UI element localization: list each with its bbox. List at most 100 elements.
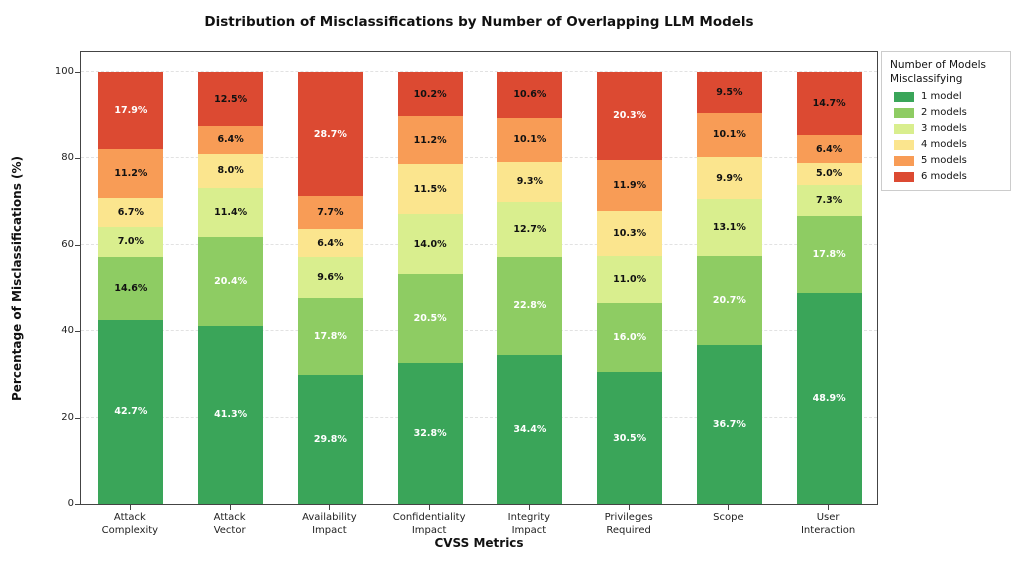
legend: Number of Models Misclassifying 1 model 2… — [881, 51, 1011, 192]
x-tick-label: Scope — [713, 512, 744, 523]
segment-label: 10.6% — [513, 89, 547, 101]
segment-label: 9.3% — [516, 176, 544, 188]
segment-label: 11.2% — [413, 134, 447, 146]
segment-label: 14.7% — [812, 98, 846, 110]
bar-segment: 30.5% — [597, 372, 663, 504]
legend-title: Number of Models Misclassifying — [890, 59, 1002, 86]
bar-segment: 7.0% — [98, 226, 164, 257]
x-tick-label: Attack Vector — [213, 512, 246, 536]
legend-entry: 5 models — [890, 155, 1002, 166]
segment-label: 9.9% — [716, 172, 743, 184]
bar-segment: 6.7% — [98, 197, 164, 227]
bar-segment: 20.7% — [696, 256, 762, 346]
legend-label: 6 models — [921, 171, 967, 183]
bar-segment: 11.2% — [397, 115, 463, 165]
y-tick-mark — [75, 417, 80, 419]
y-tick-label: 100 — [54, 66, 74, 77]
x-tick-mark — [429, 505, 431, 510]
plot-area: 42.7% 14.6% 7.0% 6.7% 11.2% 17.9% 41.3% 20.4% 11… — [80, 51, 878, 505]
legend-entry: 3 models — [890, 123, 1002, 134]
bar-scope: 36.7% 20.7% 13.1% 9.9% 10.1% 9.5% — [696, 72, 762, 504]
segment-label: 16.0% — [613, 332, 647, 344]
bar-segment: 11.9% — [597, 159, 663, 212]
bar-segment: 9.9% — [696, 156, 762, 200]
bar-segment: 32.8% — [397, 362, 463, 504]
segment-label: 14.0% — [413, 238, 447, 250]
bar-segment: 14.0% — [397, 213, 463, 275]
segment-label: 22.8% — [513, 300, 547, 312]
y-tick-label: 0 — [67, 498, 74, 509]
bar-segment: 36.7% — [696, 345, 762, 504]
segment-label: 7.0% — [117, 236, 145, 248]
segment-label: 34.4% — [513, 424, 547, 436]
legend-label: 4 models — [921, 139, 967, 151]
segment-label: 36.7% — [712, 419, 746, 431]
segment-label: 29.8% — [313, 434, 347, 446]
bar-segment: 34.4% — [497, 355, 563, 504]
y-tick-label: 80 — [61, 152, 74, 164]
legend-swatch-icon — [894, 139, 914, 150]
segment-label: 12.7% — [513, 223, 547, 235]
gridline — [81, 330, 877, 332]
bar-segment: 20.4% — [198, 237, 264, 326]
segment-label: 11.5% — [413, 183, 447, 195]
bar-segment: 17.8% — [796, 216, 862, 293]
legend-entry: 6 models — [890, 171, 1002, 182]
segment-label: 7.3% — [815, 194, 843, 206]
legend-label: 2 models — [921, 107, 967, 119]
bar-segment: 8.0% — [198, 153, 264, 189]
bar-segment: 11.2% — [98, 149, 164, 198]
legend-entry: 2 models — [890, 107, 1002, 118]
segment-label: 42.7% — [114, 406, 148, 418]
y-tick-label: 60 — [61, 238, 74, 250]
y-tick-mark — [75, 244, 80, 246]
segment-label: 12.5% — [214, 93, 248, 105]
x-tick-mark — [828, 505, 830, 510]
bar-segment: 10.2% — [397, 72, 463, 116]
x-tick-mark — [129, 505, 131, 510]
segment-label: 9.5% — [716, 87, 743, 99]
segment-label: 10.1% — [712, 129, 746, 141]
segment-label: 10.1% — [513, 134, 547, 146]
x-tick-label: User Interaction — [800, 512, 856, 536]
segment-label: 41.3% — [214, 409, 248, 421]
segment-label: 6.4% — [217, 134, 244, 146]
y-tick-mark — [75, 504, 80, 505]
x-tick-label: Availability Impact — [302, 512, 357, 536]
segment-label: 17.8% — [812, 249, 846, 261]
bar-segment: 11.5% — [397, 164, 463, 214]
chart-title: Distribution of Misclassifications by Nu… — [204, 14, 754, 30]
x-tick-mark — [229, 505, 231, 510]
segment-label: 17.8% — [313, 331, 347, 343]
segment-label: 6.4% — [317, 237, 344, 249]
segment-label: 10.3% — [613, 227, 647, 239]
bar-segment: 9.5% — [696, 72, 762, 114]
segment-label: 10.2% — [413, 88, 447, 100]
segment-label: 20.7% — [712, 295, 746, 307]
gridline — [81, 416, 877, 418]
segment-label: 17.9% — [114, 105, 148, 117]
legend-label: 3 models — [921, 123, 967, 135]
x-tick-mark — [528, 505, 530, 510]
legend-entry: 4 models — [890, 139, 1002, 150]
bar-segment: 10.3% — [597, 211, 663, 256]
bar-segment: 17.8% — [297, 298, 363, 376]
legend-entry: 1 model — [890, 91, 1002, 102]
legend-swatch-icon — [894, 171, 914, 182]
bar-integrity-impact: 34.4% 22.8% 12.7% 9.3% 10.1% 10.6% — [497, 72, 563, 504]
segment-label: 28.7% — [313, 128, 347, 140]
bar-confidentiality-impact: 32.8% 20.5% 14.0% 11.5% 11.2% 10.2% — [397, 72, 463, 504]
bar-segment: 14.7% — [796, 72, 862, 136]
bar-segment: 13.1% — [696, 199, 762, 257]
bar-segment: 7.7% — [297, 196, 363, 230]
bar-segment: 11.0% — [597, 255, 663, 304]
x-tick-label: Privileges Required — [604, 512, 653, 536]
segment-label: 11.0% — [613, 273, 647, 285]
bar-segment: 22.8% — [497, 256, 563, 356]
segment-label: 11.4% — [214, 207, 248, 219]
legend-swatch-icon — [894, 123, 914, 134]
legend-title-line1: Number of Models — [890, 59, 986, 71]
bar-segment: 12.7% — [497, 201, 563, 257]
bar-segment: 29.8% — [297, 375, 363, 504]
